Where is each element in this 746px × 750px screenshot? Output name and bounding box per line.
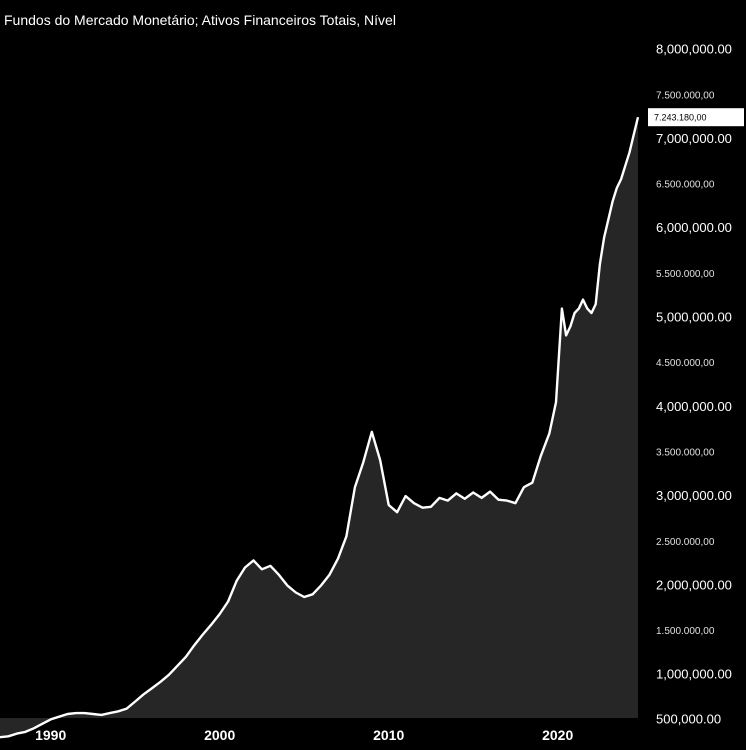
y-tick-label: 3.500.000,00	[656, 447, 715, 458]
x-tick-label: 2020	[542, 727, 573, 743]
y-axis-ticks: 500,000.00 1,000,000.00 1.500.000,00 2,000,…	[656, 42, 732, 727]
y-tick-label: 7,000,000.00	[656, 131, 732, 146]
y-tick-label: 5,000,000.00	[656, 310, 732, 325]
y-tick-label: 7.500.000,00	[656, 90, 715, 101]
y-tick-label: 1,000,000.00	[656, 667, 732, 682]
chart-title: Fundos do Mercado Monetário; Ativos Fina…	[4, 12, 396, 28]
x-tick-label: 1990	[35, 727, 66, 743]
plot-area	[0, 116, 640, 739]
last-value-label-bg	[648, 108, 744, 127]
area-fill	[0, 117, 638, 738]
last-value-label: 7.243.180,00	[648, 108, 744, 127]
y-tick-label: 4.500.000,00	[656, 358, 715, 369]
series-line	[0, 116, 640, 739]
y-tick-label: 8,000,000.00	[656, 42, 732, 57]
y-tick-label: 3,000,000.00	[656, 488, 732, 503]
y-tick-label: 1.500.000,00	[656, 626, 715, 637]
y-tick-label: 4,000,000.00	[656, 399, 732, 414]
x-axis-ticks: 1990 2000 2010 2020	[35, 727, 573, 743]
y-tick-label: 2.500.000,00	[656, 537, 715, 548]
y-tick-label: 5.500.000,00	[656, 269, 715, 280]
y-tick-label: 500,000.00	[656, 711, 721, 726]
y-tick-label: 6.500.000,00	[656, 180, 715, 191]
x-tick-label: 2010	[373, 727, 404, 743]
x-tick-label: 2000	[204, 727, 235, 743]
y-tick-label: 6,000,000.00	[656, 220, 732, 235]
last-value-label-text: 7.243.180,00	[654, 113, 707, 123]
y-tick-label: 2,000,000.00	[656, 577, 732, 592]
